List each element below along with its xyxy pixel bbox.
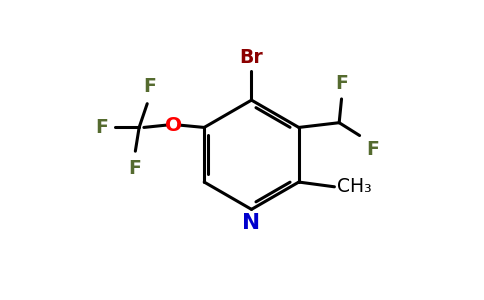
Text: F: F bbox=[128, 159, 141, 178]
Text: F: F bbox=[335, 74, 348, 93]
Text: F: F bbox=[143, 77, 156, 96]
Text: Br: Br bbox=[240, 48, 263, 67]
Text: F: F bbox=[366, 140, 379, 159]
Text: O: O bbox=[165, 116, 182, 135]
Text: CH₃: CH₃ bbox=[337, 177, 372, 196]
Text: F: F bbox=[95, 118, 108, 137]
Text: N: N bbox=[242, 213, 260, 233]
